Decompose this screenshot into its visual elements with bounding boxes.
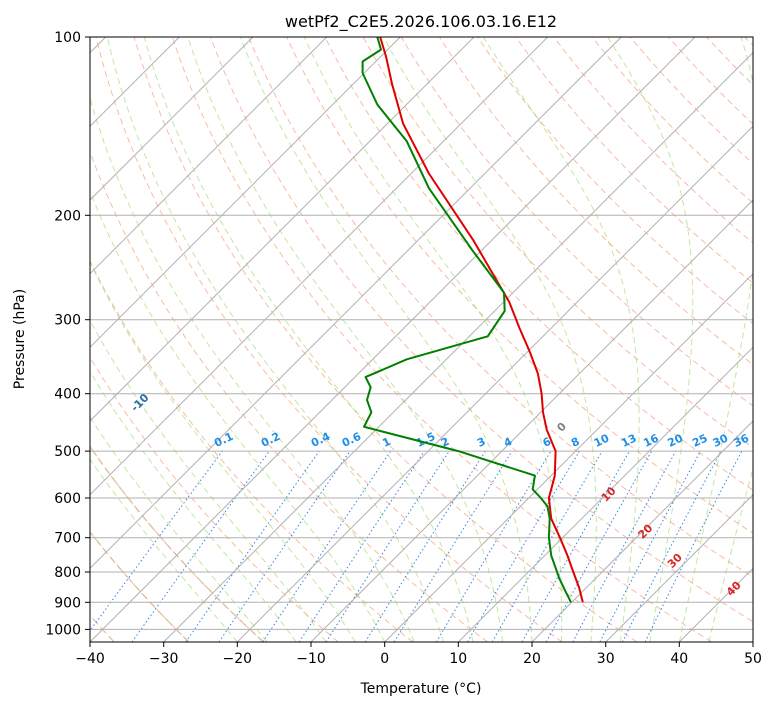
background-lines bbox=[90, 37, 753, 642]
x-tick-label: 20 bbox=[523, 651, 541, 667]
isotherm-gridline bbox=[90, 37, 401, 349]
dry-adiabat-line bbox=[133, 37, 638, 642]
y-tick-label: 100 bbox=[54, 30, 81, 46]
moist-adiabat-line bbox=[90, 319, 327, 642]
chart-title: wetPf2_C2E5.2026.106.03.16.E12 bbox=[285, 12, 557, 32]
y-axis-label: Pressure (hPa) bbox=[12, 289, 28, 389]
dry-adiabat-line bbox=[171, 37, 712, 642]
moist-adiabat-line bbox=[187, 37, 503, 642]
dry-adiabat-line bbox=[90, 356, 339, 642]
moist-adiabat-line bbox=[90, 458, 238, 642]
y-tick-label: 600 bbox=[54, 491, 81, 507]
moist-adiabat-line bbox=[90, 189, 386, 642]
isotherm-gridline bbox=[90, 37, 549, 496]
moist-adiabat-line bbox=[607, 37, 694, 642]
isotherm-gridline bbox=[236, 125, 753, 642]
moist-adiabat-line bbox=[239, 37, 533, 642]
series-layer bbox=[361, 37, 584, 603]
grid-lines bbox=[90, 37, 753, 642]
mixing-ratio-line bbox=[545, 450, 653, 642]
x-tick-label: 10 bbox=[449, 651, 467, 667]
dry-adiabat-line bbox=[324, 37, 753, 491]
isotherm-gridline bbox=[457, 346, 753, 642]
moist-adiabat-line bbox=[708, 466, 753, 642]
dry-adiabat-line bbox=[438, 37, 753, 366]
moist-adiabat-line bbox=[90, 370, 297, 642]
isotherm-gridline bbox=[605, 493, 753, 642]
mixing-ratio-label: 25 bbox=[690, 432, 709, 450]
y-tick-label: 1000 bbox=[45, 622, 81, 638]
isotherm-gridline bbox=[90, 37, 475, 422]
isotherm-gridline bbox=[384, 272, 753, 642]
y-tick-label: 200 bbox=[54, 208, 81, 224]
mixing-ratio-line bbox=[325, 450, 450, 642]
dry-adiabat-line bbox=[95, 37, 563, 642]
y-tick-label: 800 bbox=[54, 565, 81, 581]
x-axis-label: Temperature (°C) bbox=[360, 681, 482, 697]
x-tick-label: −20 bbox=[223, 651, 253, 667]
dry-adiabat-line bbox=[362, 37, 753, 449]
isotherm-gridline bbox=[90, 37, 622, 570]
isotherm-gridline bbox=[90, 37, 328, 275]
mixing-ratio-label: 13 bbox=[619, 432, 638, 450]
mixing-ratio-line bbox=[185, 450, 320, 642]
moist-adiabat-line bbox=[106, 37, 445, 642]
y-tick-label: 300 bbox=[54, 313, 81, 329]
mixing-ratio-line bbox=[521, 450, 630, 642]
x-tick-label: 0 bbox=[380, 651, 389, 667]
mixing-ratio-line bbox=[262, 450, 392, 642]
moist-adiabat-line bbox=[383, 37, 597, 642]
dewpoint-series-line bbox=[361, 37, 572, 603]
moist-adiabat-line bbox=[678, 37, 753, 642]
dry-adiabat-line bbox=[248, 37, 753, 578]
isotherm-gridline bbox=[531, 420, 753, 642]
x-tick-label: 30 bbox=[597, 651, 615, 667]
moist-adiabat-line bbox=[90, 96, 415, 642]
x-tick-label: 50 bbox=[744, 651, 762, 667]
y-tick-label: 500 bbox=[54, 444, 81, 460]
mixing-ratio-line bbox=[218, 450, 351, 642]
mixing-ratio-label: 16 bbox=[641, 431, 661, 449]
isotherm-gridline bbox=[310, 199, 753, 642]
x-axis: −40 −30 −20 −10 0 10 20 30 40 50 bbox=[75, 642, 762, 667]
x-tick-label: −10 bbox=[296, 651, 326, 667]
isotherm-gridline bbox=[90, 37, 696, 642]
moist-adiabat-line bbox=[482, 37, 640, 642]
plot-frame bbox=[89, 36, 754, 643]
moist-adiabat-line bbox=[90, 260, 356, 642]
mixing-ratio-label: 10 bbox=[592, 431, 612, 449]
x-tick-label: −30 bbox=[149, 651, 179, 667]
dry-adiabat-line bbox=[400, 37, 753, 407]
y-tick-label: 700 bbox=[54, 531, 81, 547]
mixing-ratio-line bbox=[131, 450, 270, 642]
x-tick-label: −40 bbox=[75, 651, 105, 667]
mixing-ratio-line bbox=[90, 450, 223, 632]
dry-adiabat-line bbox=[286, 37, 753, 534]
isotherm-gridline bbox=[90, 37, 254, 201]
y-tick-label: 400 bbox=[54, 387, 81, 403]
mixing-ratio-line bbox=[644, 450, 743, 642]
y-tick-label: 900 bbox=[54, 595, 81, 611]
dry-adiabat-line bbox=[90, 150, 488, 642]
moist-adiabat-line bbox=[143, 37, 474, 642]
mixing-ratio-label: 36 bbox=[732, 431, 752, 449]
dry-adiabat-line bbox=[209, 37, 753, 623]
isotherm-gridline bbox=[163, 51, 753, 642]
mixing-ratio-line bbox=[393, 450, 513, 642]
mixing-ratio-label: 30 bbox=[711, 431, 731, 449]
moist-adiabat-line bbox=[90, 416, 268, 642]
mixing-ratio-line bbox=[572, 450, 677, 642]
reference-curve-line bbox=[90, 445, 264, 642]
mixing-ratio-line bbox=[298, 450, 425, 642]
moist-adiabat-line bbox=[303, 37, 563, 642]
mixing-ratio-label: 20 bbox=[666, 431, 686, 449]
x-tick-label: 40 bbox=[670, 651, 688, 667]
temperature-series-line bbox=[379, 37, 584, 603]
y-axis: 1000 900 800 700 600 500 400 300 200 100 bbox=[45, 30, 90, 638]
